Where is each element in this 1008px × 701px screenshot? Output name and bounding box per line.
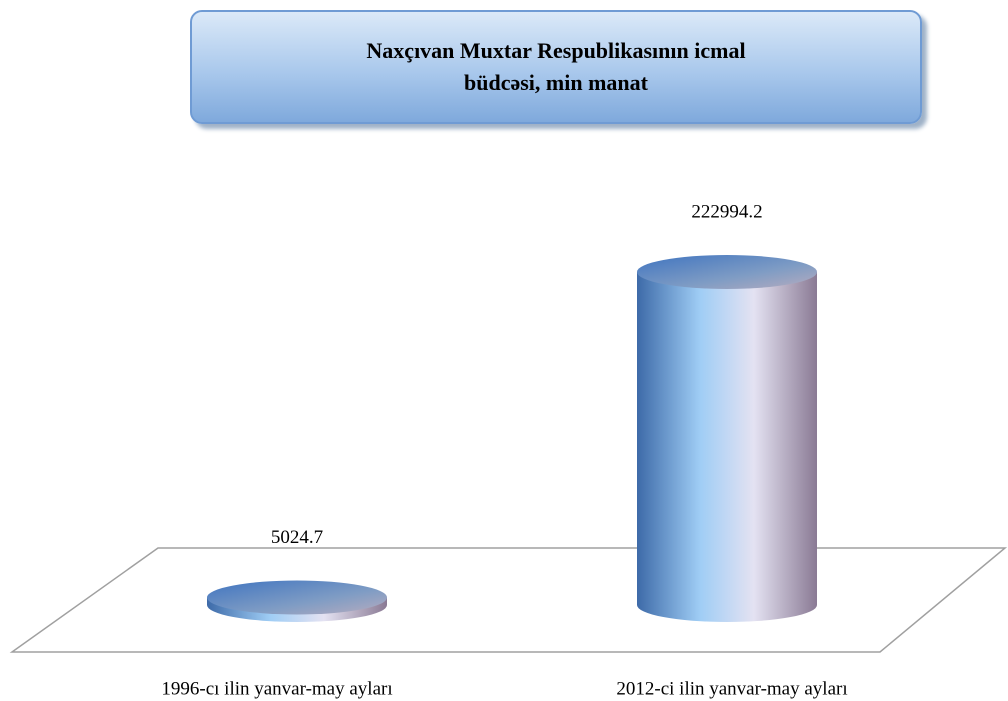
floor bbox=[9, 547, 1008, 653]
cylinder-top bbox=[637, 255, 817, 289]
chart-title: Naxçıvan Muxtar Respublikasının icmal bü… bbox=[366, 38, 746, 95]
cylinder-body bbox=[637, 272, 817, 605]
title-box: Naxçıvan Muxtar Respublikasının icmal bü… bbox=[190, 10, 922, 124]
x-tick-label: 2012-ci ilin yanvar-may ayları bbox=[616, 678, 847, 699]
cylinder-top bbox=[207, 580, 387, 615]
x-tick-label: 1996-cı ilin yanvar-may ayları bbox=[161, 678, 392, 699]
value-label: 5024.7 bbox=[271, 527, 323, 548]
value-label: 222994.2 bbox=[691, 201, 762, 222]
